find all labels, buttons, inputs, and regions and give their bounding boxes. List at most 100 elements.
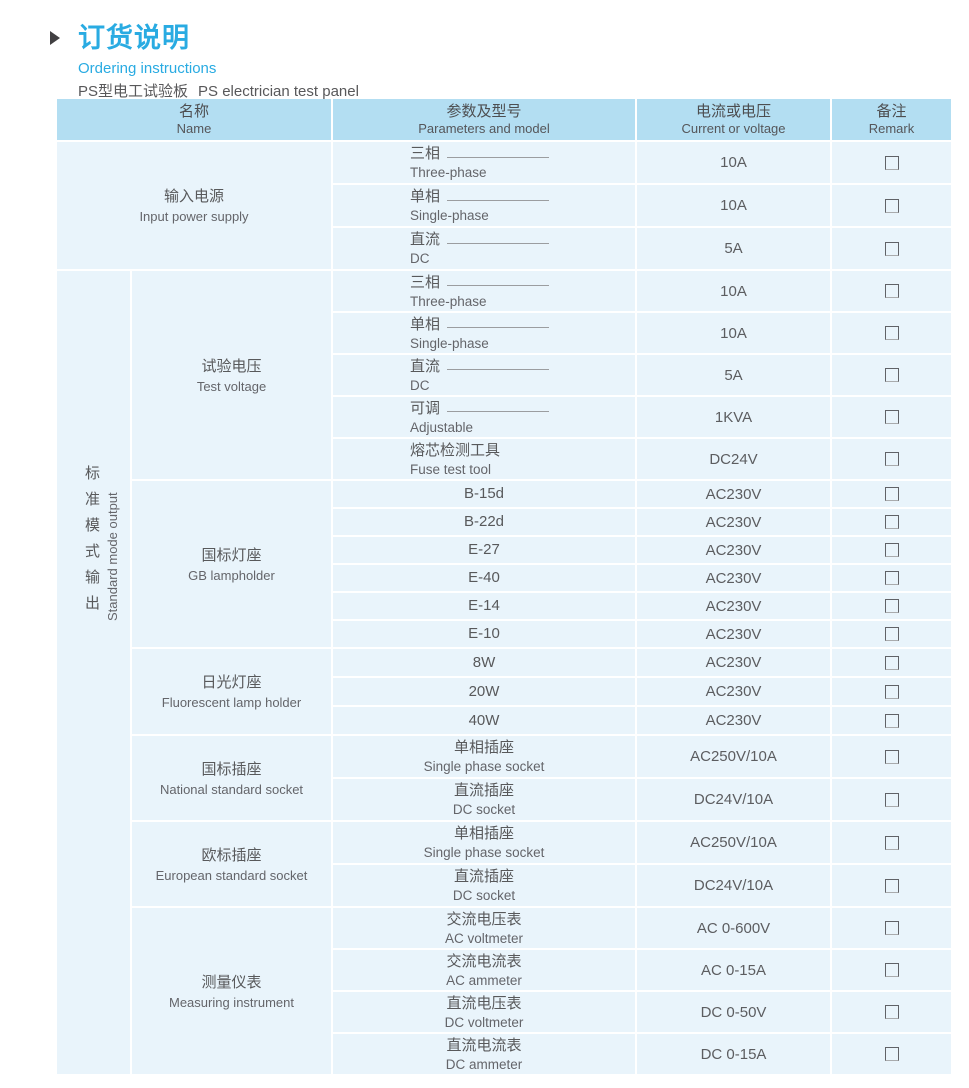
remark-checkbox[interactable] [884,487,899,501]
remark-checkbox[interactable] [884,410,899,424]
remark-checkbox[interactable] [884,792,899,807]
remark-cell [832,992,951,1032]
subtitle-en: PS electrician test panel [198,83,359,100]
table-row: 直流 DC 5A [333,228,951,269]
remark-checkbox[interactable] [884,571,899,585]
section-name-cell: 测量仪表 Measuring instrument [132,908,331,1074]
remark-cell [832,439,951,479]
page-title: 订货说明 [78,23,190,53]
param-cell: 直流电压表 DC voltmeter [333,992,635,1032]
section-fluorescent-lamp-holder: 日光灯座 Fluorescent lamp holder 8W AC230V 2… [132,649,951,734]
param-cell: E-14 [333,593,635,619]
value-cell: AC230V [637,481,830,507]
remark-cell [832,271,951,311]
table-row: 三相 Three-phase 10A [333,142,951,183]
table-row: 交流电流表 AC ammeter AC 0-15A [333,950,951,990]
remark-cell [832,185,951,226]
section-name-cell: 欧标插座 European standard socket [132,822,331,906]
table-row: 直流插座 DC socket DC24V/10A [333,865,951,906]
remark-cell [832,537,951,563]
remark-cell [832,736,951,777]
remark-cell [832,313,951,353]
table-row: 单相插座 Single phase socket AC250V/10A [333,736,951,777]
remark-checkbox[interactable] [884,326,899,340]
param-cell: 单相 Single-phase [333,185,635,226]
remark-checkbox[interactable] [884,963,899,977]
remark-checkbox[interactable] [884,241,899,256]
value-cell: DC24V/10A [637,865,830,906]
section-arrow-icon [50,30,60,45]
param-cell: B-15d [333,481,635,507]
remark-checkbox[interactable] [884,627,899,641]
remark-checkbox[interactable] [884,284,899,298]
param-cell: 8W [333,649,635,676]
value-cell: AC250V/10A [637,822,830,863]
section-measuring-instrument: 测量仪表 Measuring instrument 交流电压表 AC voltm… [132,908,951,1074]
header-remark: 备注 Remark [832,99,951,140]
remark-checkbox[interactable] [884,749,899,764]
section-input-power-supply: 输入电源 Input power supply 三相 Three-phase 1… [57,142,951,269]
value-cell: 10A [637,185,830,226]
remark-checkbox[interactable] [884,599,899,613]
remark-checkbox[interactable] [884,198,899,213]
value-cell: AC250V/10A [637,736,830,777]
param-cell: 熔芯检测工具 Fuse test tool [333,439,635,479]
table-row: 单相 Single-phase 10A [333,185,951,226]
table-row: 40W AC230V [333,707,951,734]
param-cell: 20W [333,678,635,705]
remark-cell [832,1034,951,1074]
table-header-row: 名称 Name 参数及型号 Parameters and model 电流或电压… [57,99,951,140]
remark-cell [832,142,951,183]
value-cell: AC230V [637,621,830,647]
fill-in-blank [447,156,550,158]
value-cell: AC 0-600V [637,908,830,948]
param-cell: 三相 Three-phase [333,271,635,311]
section-name-cell: 日光灯座 Fluorescent lamp holder [132,649,331,734]
value-cell: 1KVA [637,397,830,437]
param-cell: E-27 [333,537,635,563]
table-row: 可调 Adjustable 1KVA [333,397,951,437]
section-name-cell: 试验电压 Test voltage [132,271,331,479]
value-cell: 10A [637,142,830,183]
remark-cell [832,908,951,948]
table-row: 20W AC230V [333,678,951,705]
remark-checkbox[interactable] [884,713,899,728]
remark-checkbox[interactable] [884,921,899,935]
remark-checkbox[interactable] [884,515,899,529]
table-row: 熔芯检测工具 Fuse test tool DC24V [333,439,951,479]
remark-checkbox[interactable] [884,368,899,382]
remark-cell [832,649,951,676]
remark-checkbox[interactable] [884,878,899,893]
value-cell: AC230V [637,649,830,676]
value-cell: 10A [637,313,830,353]
param-cell: 交流电流表 AC ammeter [333,950,635,990]
remark-checkbox[interactable] [884,452,899,466]
value-cell: AC230V [637,678,830,705]
fill-in-blank [447,242,550,244]
value-cell: AC230V [637,509,830,535]
table-row: E-14 AC230V [333,593,951,619]
param-cell: E-40 [333,565,635,591]
remark-checkbox[interactable] [884,655,899,670]
section-gb-lampholder: 国标灯座 GB lampholder B-15d AC230V B-22d AC… [132,481,951,647]
table-row: 单相 Single-phase 10A [333,313,951,353]
value-cell: DC24V/10A [637,779,830,820]
fill-in-blank [447,285,550,286]
remark-cell [832,621,951,647]
section-name-cell: 国标灯座 GB lampholder [132,481,331,647]
table-row: B-22d AC230V [333,509,951,535]
remark-checkbox[interactable] [884,1047,899,1061]
page-heading: 订货说明 Ordering instructions PS型电工试验板 PS el… [50,16,359,101]
param-cell: 单相插座 Single phase socket [333,736,635,777]
remark-checkbox[interactable] [884,835,899,850]
table-row: E-27 AC230V [333,537,951,563]
section-national-standard-socket: 国标插座 National standard socket 单相插座 Singl… [132,736,951,820]
remark-checkbox[interactable] [884,155,899,170]
page-subtitle: PS型电工试验板 PS electrician test panel [78,80,359,101]
section-test-voltage: 试验电压 Test voltage 三相 Three-phase 10A [132,271,951,479]
remark-checkbox[interactable] [884,543,899,557]
table-row: 直流电压表 DC voltmeter DC 0-50V [333,992,951,1032]
remark-checkbox[interactable] [884,1005,899,1019]
section-name-cell: 国标插座 National standard socket [132,736,331,820]
remark-checkbox[interactable] [884,684,899,699]
